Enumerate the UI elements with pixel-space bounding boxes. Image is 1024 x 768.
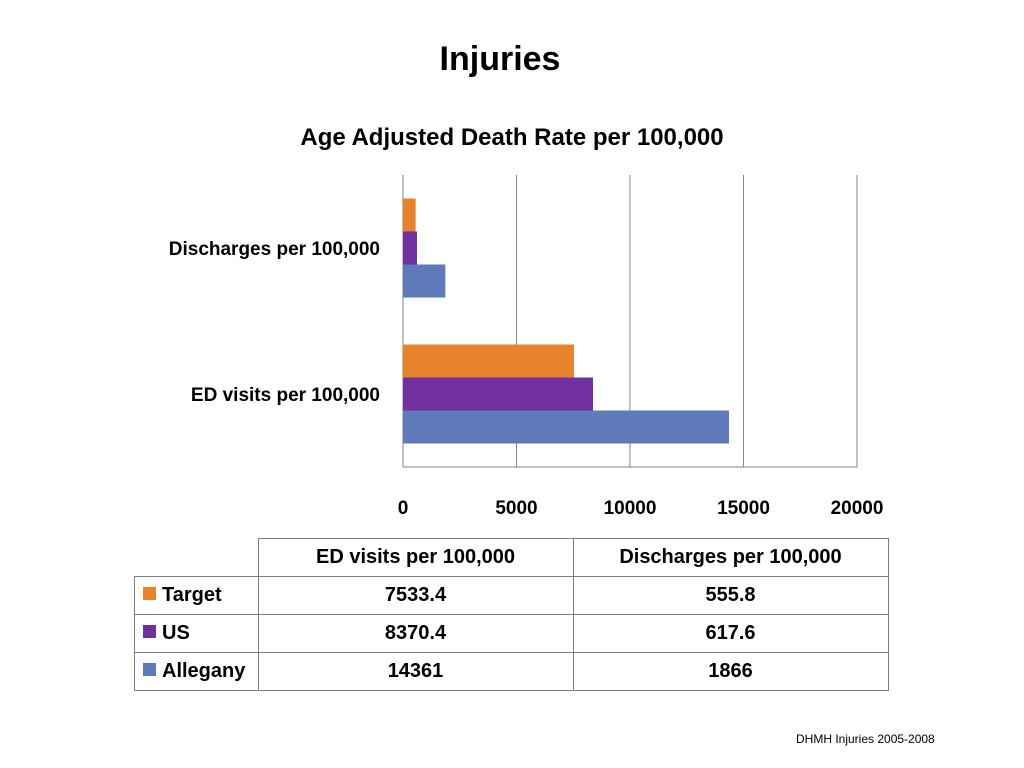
source-footer: DHMH Injuries 2005-2008 [796,732,935,746]
slide-title: Injuries [439,40,561,78]
x-tick-label: 0 [398,498,409,519]
x-tick-label: 10000 [604,498,657,519]
table-cell: 8370.4 [257,614,574,653]
chart-title: Age Adjusted Death Rate per 100,000 [300,124,724,151]
bar-target [403,344,575,378]
category-label: Discharges per 100,000 [169,239,380,260]
bar-target [403,198,416,232]
bar-us [403,377,594,411]
table-header-ed-visits: ED visits per 100,000 [257,538,574,577]
x-tick-label: 5000 [495,498,537,519]
x-tick-label: 20000 [831,498,884,519]
table-cell: 617.6 [572,614,889,653]
table-header-discharges: Discharges per 100,000 [572,538,889,577]
table-header-row: ED visits per 100,000 Discharges per 100… [134,538,889,577]
table-row: US 8370.4 617.6 [134,614,889,653]
legend-label: US [162,622,190,644]
table-cell: 555.8 [572,576,889,615]
legend-swatch-allegany [143,663,156,677]
table-cell: 14361 [257,652,574,691]
table-cell: 7533.4 [257,576,574,615]
legend-label: Target [162,584,222,606]
table-row: Allegany 14361 1866 [134,652,889,691]
legend-swatch-us [143,625,156,639]
bar-us [403,231,418,265]
bar-allegany [403,264,446,298]
table-cell: 1866 [572,652,889,691]
legend-entry-target: Target [134,576,259,615]
table-corner-cell [134,538,259,577]
x-tick-label: 15000 [717,498,770,519]
legend-entry-allegany: Allegany [134,652,259,691]
legend-swatch-target [143,587,156,601]
legend-label: Allegany [162,660,246,682]
bar-allegany [403,410,729,444]
legend-entry-us: US [134,614,259,653]
category-label: ED visits per 100,000 [191,385,380,406]
table-row: Target 7533.4 555.8 [134,576,889,615]
data-table: ED visits per 100,000 Discharges per 100… [134,538,889,691]
bar-chart: 0 5000 10000 15000 20000 ED visits per 100,00… [169,175,884,519]
